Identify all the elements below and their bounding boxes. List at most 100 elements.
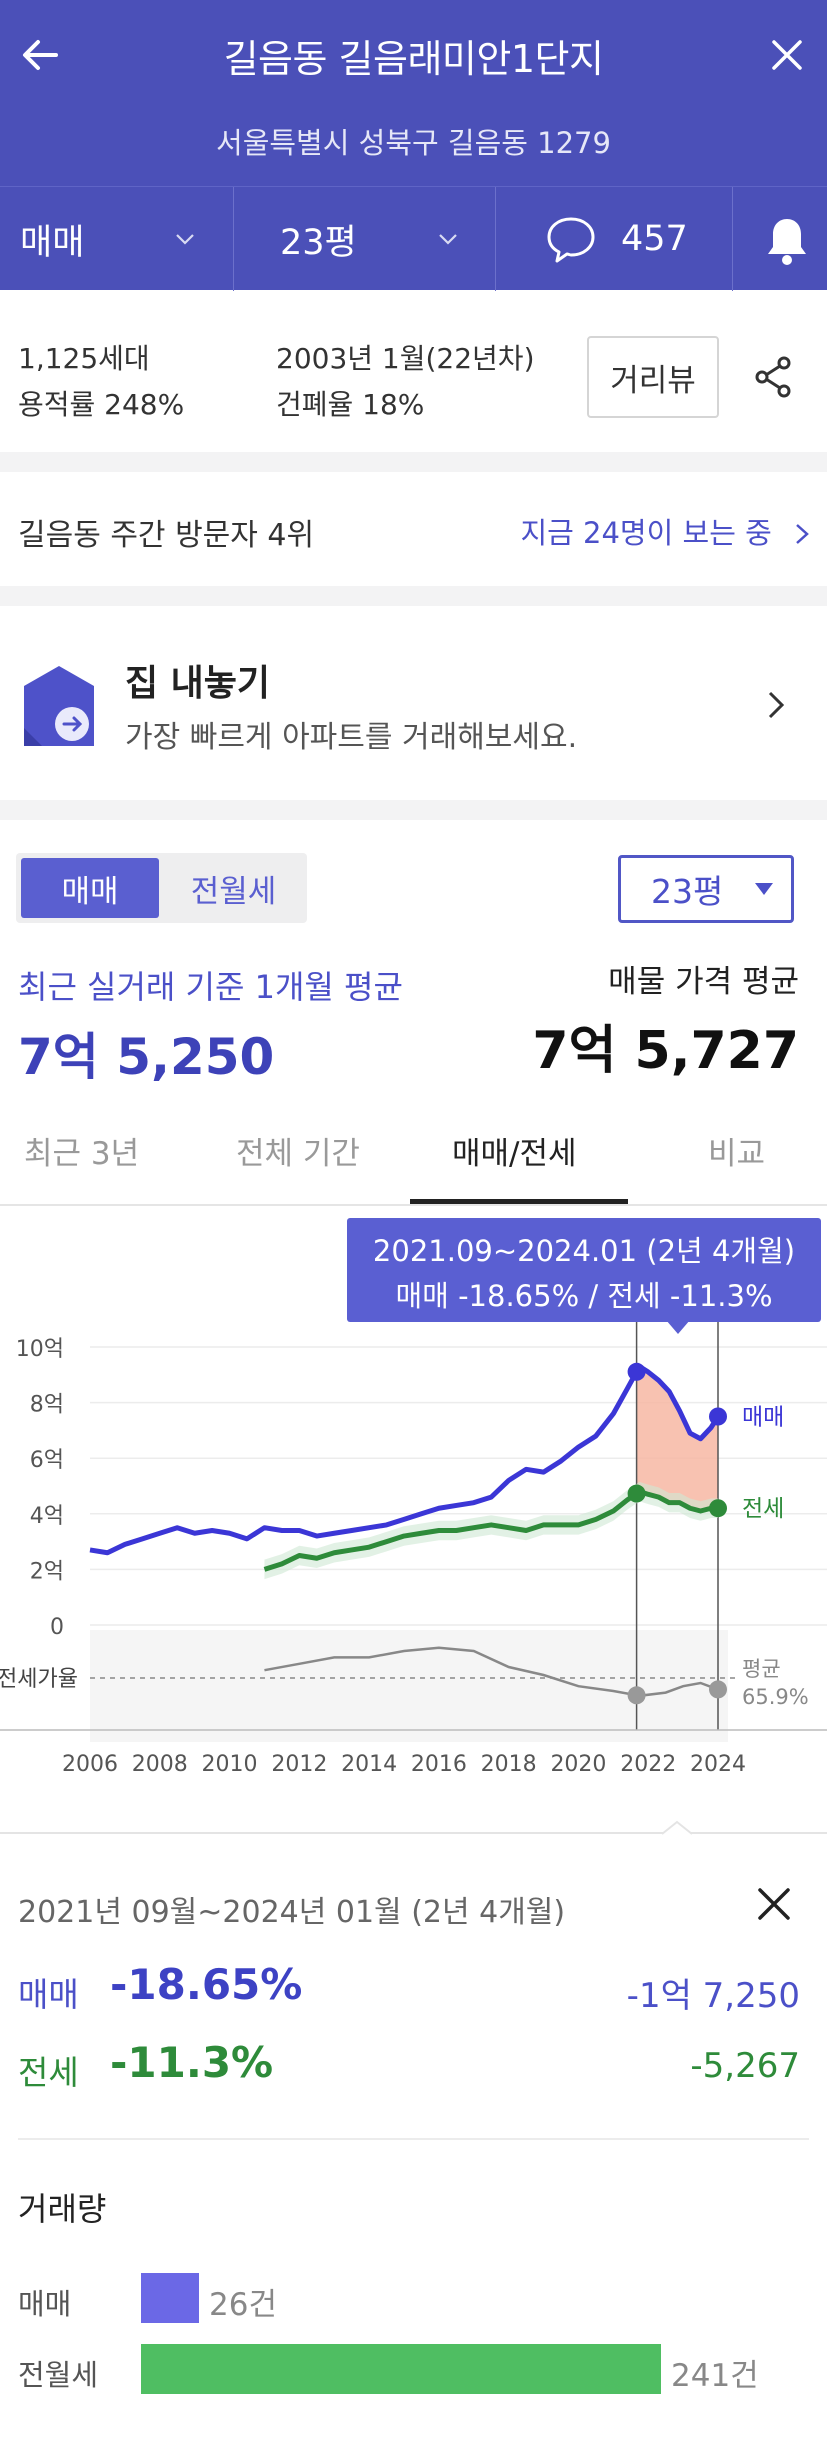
floor-area-ratio: 용적률 248% [18, 388, 185, 421]
chevron-down-icon [176, 234, 194, 245]
volume-bar [141, 2273, 199, 2323]
toggle-sale[interactable]: 매매 [21, 858, 159, 918]
sell-subtitle: 가장 빠르게 아파트를 거래해보세요. [125, 720, 578, 755]
tab-all-period[interactable]: 전체 기간 [236, 1136, 360, 1172]
volume-label: 매매 [18, 2287, 72, 2321]
caret-down-icon [755, 883, 773, 895]
jeonse-amount: -5,267 [690, 2046, 800, 2086]
listing-price-value: 7억 5,727 [532, 1021, 799, 1081]
recent-price-value: 7억 5,250 [18, 1028, 275, 1086]
x-tick-label: 2018 [481, 1752, 537, 1777]
ratio-band [90, 1630, 728, 1742]
x-tick-label: 2014 [341, 1752, 397, 1777]
x-tick-label: 2016 [411, 1752, 467, 1777]
y-tick-label: 4억 [30, 1504, 64, 1529]
back-arrow-icon[interactable] [16, 30, 66, 80]
y-tick-label: 8억 [30, 1393, 64, 1418]
street-view-button[interactable]: 거리뷰 [587, 336, 719, 418]
tab-divider [0, 1204, 827, 1206]
chart-size-label: 23평 [651, 872, 724, 911]
tab-sale-jeonse[interactable]: 매매/전세 [452, 1136, 577, 1172]
sell-title: 집 내놓기 [125, 663, 271, 704]
jeonse-series-label: 전세 [742, 1496, 784, 1522]
tooltip-period: 2021.09~2024.01 (2년 4개월) [372, 1234, 796, 1268]
trade-type-select[interactable]: 매매 [20, 187, 220, 291]
tooltip-arrow [666, 1320, 690, 1334]
volume-label: 전월세 [18, 2358, 99, 2392]
close-icon[interactable] [754, 1884, 794, 1924]
visitor-rank: 길음동 주간 방문자 4위 [18, 518, 315, 553]
divider [0, 1832, 827, 1834]
x-tick-label: 2006 [62, 1752, 118, 1777]
section-divider [0, 800, 827, 820]
size-select[interactable]: 23평 [280, 187, 480, 291]
sale-series-line [89, 1363, 721, 1556]
tab-active-indicator [410, 1199, 628, 1204]
ratio-end-point [709, 1680, 727, 1699]
sale-percent: -18.65% [110, 1960, 303, 2009]
house-arrow-icon [24, 666, 94, 746]
sale-end-point [709, 1407, 727, 1426]
households: 1,125세대 [18, 342, 150, 375]
speech-bubble-icon [547, 217, 595, 263]
y-tick-label: 0 [50, 1615, 64, 1640]
comment-count: 457 [621, 219, 688, 259]
x-tick-label: 2024 [690, 1752, 746, 1777]
filter-bar: 매매 23평 457 [0, 186, 827, 291]
divider [233, 187, 234, 291]
x-tick-label: 2008 [132, 1752, 188, 1777]
viewers-link-label: 지금 24명이 보는 중 [520, 516, 772, 550]
comments-button[interactable]: 457 [545, 187, 715, 291]
chevron-right-icon [796, 524, 809, 544]
sale-amount: -1억 7,250 [626, 1976, 800, 2016]
sale-start-point [627, 1362, 646, 1381]
divider [18, 2138, 809, 2140]
bell-icon[interactable] [763, 215, 811, 267]
ratio-avg-value: 65.9% [742, 1685, 809, 1709]
divider [495, 187, 496, 291]
volume-count: 26건 [209, 2287, 277, 2323]
chevron-right-icon [768, 691, 785, 719]
y-tick-label: 2억 [30, 1559, 64, 1584]
app-header: 길음동 길음래미안1단지 서울특별시 성북구 길음동 1279 매매 23평 4… [0, 0, 827, 291]
tab-compare[interactable]: 비교 [708, 1136, 766, 1172]
x-tick-label: 2012 [271, 1752, 327, 1777]
jeonse-percent: -11.3% [110, 2038, 274, 2087]
trade-type-label: 매매 [20, 222, 85, 263]
sell-banner[interactable]: 집 내놓기 가장 빠르게 아파트를 거래해보세요. [0, 606, 827, 800]
tab-recent-3y[interactable]: 최근 3년 [24, 1136, 140, 1172]
viewers-link[interactable]: 지금 24명이 보는 중 [520, 510, 811, 552]
address: 서울특별시 성북구 길음동 1279 [216, 126, 611, 160]
ratio-axis-label: 전세가율 [0, 1667, 78, 1692]
volume-count: 241건 [671, 2358, 759, 2394]
ratio-avg-label: 평균 [742, 1657, 781, 1681]
x-tick-label: 2022 [620, 1752, 676, 1777]
close-icon[interactable] [762, 30, 812, 80]
toggle-rent[interactable]: 전월세 [190, 873, 277, 910]
jeonse-label: 전세 [18, 2053, 79, 2092]
x-tick-label: 2010 [202, 1752, 258, 1777]
share-icon[interactable] [752, 355, 796, 399]
highlight-area [636, 1366, 718, 1511]
recent-price-label: 최근 실거래 기준 1개월 평균 [18, 968, 403, 1006]
volume-title: 거래량 [18, 2190, 107, 2228]
detail-period: 2021년 09월~2024년 01월 (2년 4개월) [18, 1895, 566, 1930]
tooltip-changes: 매매 -18.65% / 전세 -11.3% [395, 1279, 773, 1313]
trade-toggle: 매매 전월세 [16, 853, 307, 923]
size-label: 23평 [280, 222, 357, 263]
coverage-ratio: 건폐율 18% [276, 388, 425, 421]
divider [732, 187, 733, 291]
page-title: 길음동 길음래미안1단지 [223, 37, 604, 81]
chart-tooltip: 2021.09~2024.01 (2년 4개월) 매매 -18.65% / 전세… [347, 1218, 821, 1322]
chevron-down-icon [439, 234, 457, 245]
x-tick-label: 2020 [550, 1752, 606, 1777]
y-tick-label: 10억 [16, 1337, 64, 1362]
section-divider [0, 452, 827, 472]
built-year: 2003년 1월(22년차) [276, 342, 535, 375]
chart-size-select[interactable]: 23평 [618, 855, 794, 923]
jeonse-range-band [264, 1481, 718, 1580]
sale-series-label: 매매 [742, 1405, 784, 1431]
sale-label: 매매 [18, 1975, 79, 2014]
section-divider [0, 586, 827, 606]
